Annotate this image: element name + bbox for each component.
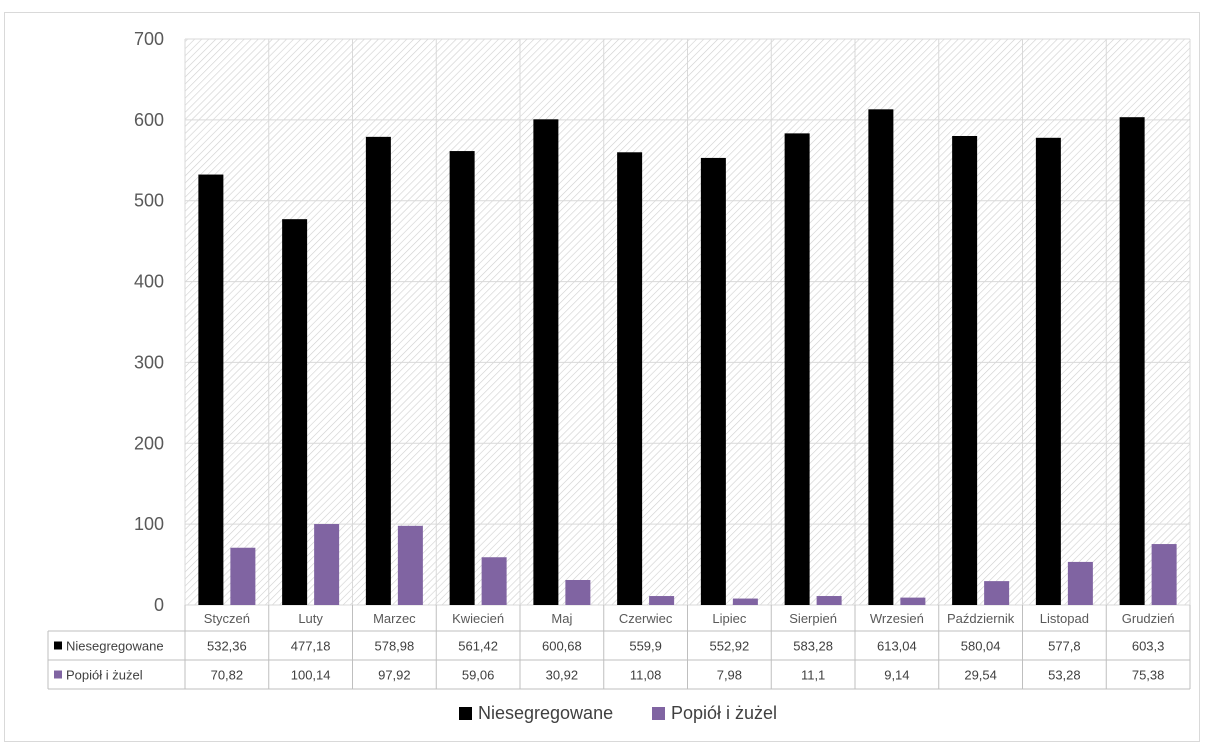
bar-niesegregowane bbox=[700, 157, 726, 605]
x-category-label: Wrzesień bbox=[870, 611, 924, 626]
bar-niesegregowane bbox=[617, 152, 643, 605]
table-cell: 477,18 bbox=[291, 639, 331, 654]
table-cell: 603,3 bbox=[1132, 639, 1165, 654]
table-cell: 577,8 bbox=[1048, 639, 1081, 654]
y-tick-label: 600 bbox=[134, 110, 164, 130]
bar-popiol bbox=[397, 525, 423, 605]
bar-popiol bbox=[230, 547, 256, 605]
bar-niesegregowane bbox=[784, 133, 810, 605]
table-row-header: Popiół i żużel bbox=[66, 668, 143, 683]
bar-niesegregowane bbox=[1119, 117, 1145, 606]
table-cell: 578,98 bbox=[374, 639, 414, 654]
table-cell: 100,14 bbox=[291, 668, 331, 683]
y-tick-label: 400 bbox=[134, 272, 164, 292]
y-tick-label: 0 bbox=[154, 595, 164, 615]
table-cell: 11,1 bbox=[801, 668, 825, 683]
y-tick-label: 700 bbox=[134, 29, 164, 49]
table-cell: 59,06 bbox=[462, 668, 495, 683]
table-cell: 97,92 bbox=[378, 668, 411, 683]
bar-niesegregowane bbox=[198, 174, 224, 605]
y-tick-label: 500 bbox=[134, 191, 164, 211]
bar-niesegregowane bbox=[952, 135, 978, 606]
bar-popiol bbox=[816, 596, 842, 605]
table-cell: 561,42 bbox=[458, 639, 498, 654]
bar-popiol bbox=[732, 598, 758, 605]
x-category-label: Czerwiec bbox=[619, 611, 673, 626]
x-category-label: Październik bbox=[947, 611, 1015, 626]
table-cell: 583,28 bbox=[793, 639, 833, 654]
bar-niesegregowane bbox=[365, 136, 391, 605]
bar-popiol bbox=[984, 581, 1010, 605]
x-category-label: Sierpień bbox=[789, 611, 837, 626]
table-cell: 552,92 bbox=[709, 639, 749, 654]
table-cell: 532,36 bbox=[207, 639, 247, 654]
table-cell: 30,92 bbox=[546, 668, 579, 683]
legend-label: Popiół i żużel bbox=[671, 703, 777, 723]
table-cell: 613,04 bbox=[877, 639, 917, 654]
table-cell: 75,38 bbox=[1132, 668, 1165, 683]
bar-niesegregowane bbox=[449, 151, 475, 606]
table-row-header: Niesegregowane bbox=[66, 639, 164, 654]
table-cell: 9,14 bbox=[884, 668, 909, 683]
legend-key bbox=[652, 707, 665, 720]
bar-niesegregowane bbox=[868, 109, 894, 606]
y-tick-label: 200 bbox=[134, 433, 164, 453]
table-cell: 53,28 bbox=[1048, 668, 1081, 683]
bar-niesegregowane bbox=[282, 219, 308, 605]
table-cell: 11,08 bbox=[630, 668, 662, 683]
x-category-label: Lipiec bbox=[712, 611, 746, 626]
x-category-label: Grudzień bbox=[1122, 611, 1175, 626]
legend-label: Niesegregowane bbox=[478, 703, 613, 723]
table-legend-key bbox=[54, 670, 62, 679]
bar-popiol bbox=[565, 579, 591, 605]
bar-niesegregowane bbox=[1035, 137, 1061, 605]
legend-key bbox=[459, 707, 472, 720]
bar-popiol bbox=[1067, 561, 1093, 605]
bar-popiol bbox=[314, 524, 340, 605]
table-cell: 559,9 bbox=[629, 639, 662, 654]
table-cell: 580,04 bbox=[961, 639, 1001, 654]
x-category-label: Kwiecień bbox=[452, 611, 504, 626]
table-cell: 29,54 bbox=[964, 668, 997, 683]
y-tick-label: 300 bbox=[134, 352, 164, 372]
bar-popiol bbox=[481, 557, 507, 605]
x-category-label: Styczeń bbox=[204, 611, 250, 626]
bar-popiol bbox=[900, 597, 926, 605]
x-category-label: Maj bbox=[551, 611, 572, 626]
table-legend-key bbox=[54, 641, 62, 650]
table-cell: 70,82 bbox=[211, 668, 244, 683]
y-tick-label: 100 bbox=[134, 514, 164, 534]
bar-popiol bbox=[1151, 544, 1177, 605]
table-cell: 7,98 bbox=[717, 668, 742, 683]
x-category-label: Listopad bbox=[1040, 611, 1089, 626]
bar-niesegregowane bbox=[533, 119, 559, 605]
bar-popiol bbox=[649, 596, 675, 605]
x-category-label: Luty bbox=[298, 611, 323, 626]
x-category-label: Marzec bbox=[373, 611, 416, 626]
table-cell: 600,68 bbox=[542, 639, 582, 654]
